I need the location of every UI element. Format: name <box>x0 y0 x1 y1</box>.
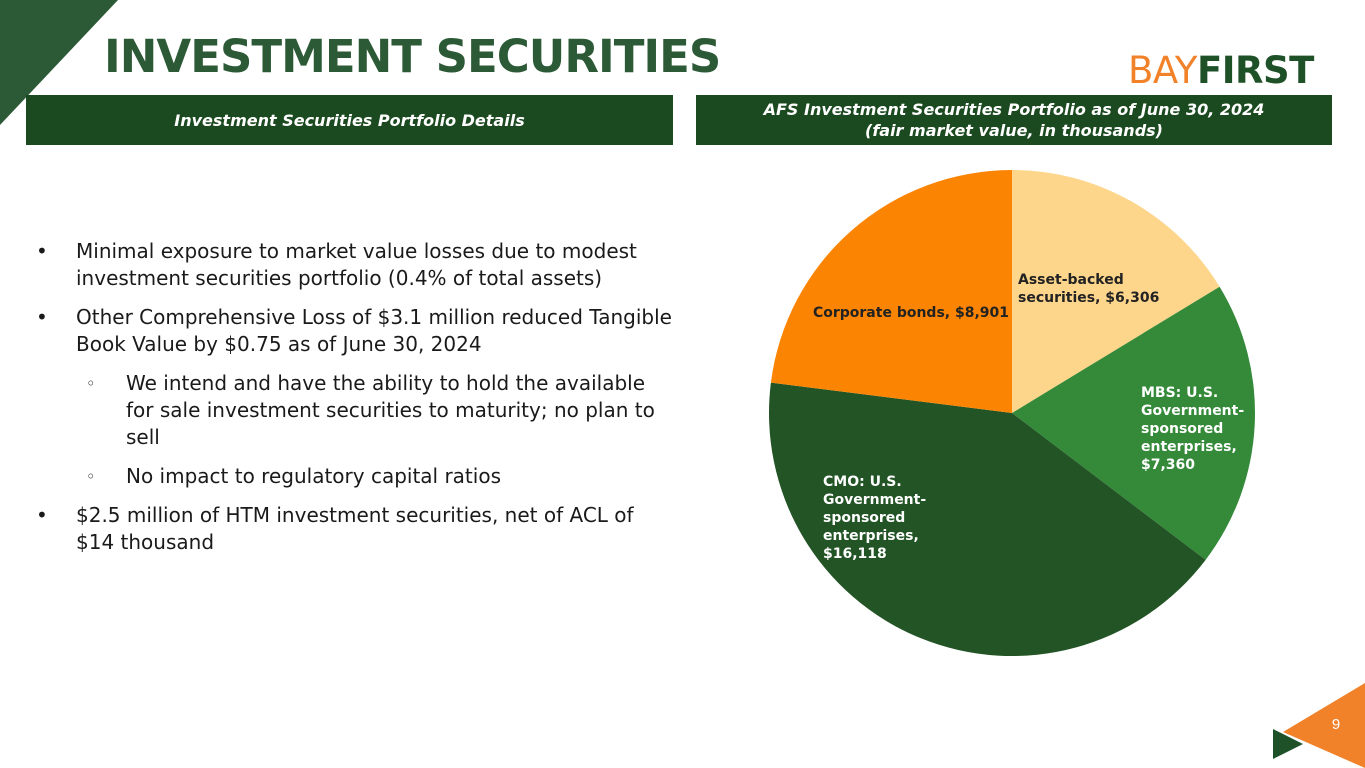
slice-data-label: MBS: U.S. Government-sponsored enterprises… <box>1141 385 1244 473</box>
bullet-marker: • <box>36 239 48 263</box>
slice-data-label: CMO: U.S. Government-sponsored enterprises… <box>823 474 926 562</box>
portfolio-details-banner: Investment Securities Portfolio Details <box>26 95 673 145</box>
bullet-text: $2.5 million of HTM investment securitie… <box>76 503 634 554</box>
corner-decoration <box>0 0 118 125</box>
logo-part-bay: BAY <box>1128 49 1197 92</box>
pie-slice <box>1012 286 1255 560</box>
bullet-marker: • <box>36 305 48 329</box>
portfolio-details-heading: Investment Securities Portfolio Details <box>174 110 525 130</box>
sub-bullet-text: No impact to regulatory capital ratios <box>126 464 501 488</box>
afs-portfolio-subheading: (fair market value, in thousands) <box>865 121 1163 140</box>
page-number: 9 <box>1331 716 1341 733</box>
sub-bullet-text: We intend and have the ability to hold t… <box>126 371 655 449</box>
sub-bullet-item: ◦ No impact to regulatory capital ratios <box>36 463 676 490</box>
pie-slice <box>1012 170 1220 413</box>
logo-part-first: FIRST <box>1196 49 1314 92</box>
bullet-item: • $2.5 million of HTM investment securit… <box>36 502 676 556</box>
slice-data-label: Corporate bonds, $8,901 <box>813 305 1009 321</box>
pie-slice <box>770 170 1012 413</box>
sub-bullet-marker: ◦ <box>86 467 96 486</box>
pie-slice <box>768 382 1206 656</box>
next-arrow-icon <box>1273 729 1303 759</box>
bullet-item: • Other Comprehensive Loss of $3.1 milli… <box>36 304 676 358</box>
bullet-marker: • <box>36 503 48 527</box>
sub-bullet-item: ◦ We intend and have the ability to hold… <box>36 370 676 451</box>
afs-portfolio-banner: AFS Investment Securities Portfolio as o… <box>696 95 1332 145</box>
bullet-text: Minimal exposure to market value losses … <box>76 239 637 290</box>
page-title: INVESTMENT SECURITIES <box>104 30 721 83</box>
sub-bullet-marker: ◦ <box>86 374 96 393</box>
bullet-item: • Minimal exposure to market value losse… <box>36 238 676 292</box>
bullet-list: • Minimal exposure to market value losse… <box>36 238 676 568</box>
slice-data-label: Asset-backed securities, $6,306 <box>1018 272 1159 306</box>
afs-portfolio-heading: AFS Investment Securities Portfolio as o… <box>763 100 1265 119</box>
bayfirst-logo: BAYFIRST <box>1128 50 1333 92</box>
bullet-text: Other Comprehensive Loss of $3.1 million… <box>76 305 672 356</box>
